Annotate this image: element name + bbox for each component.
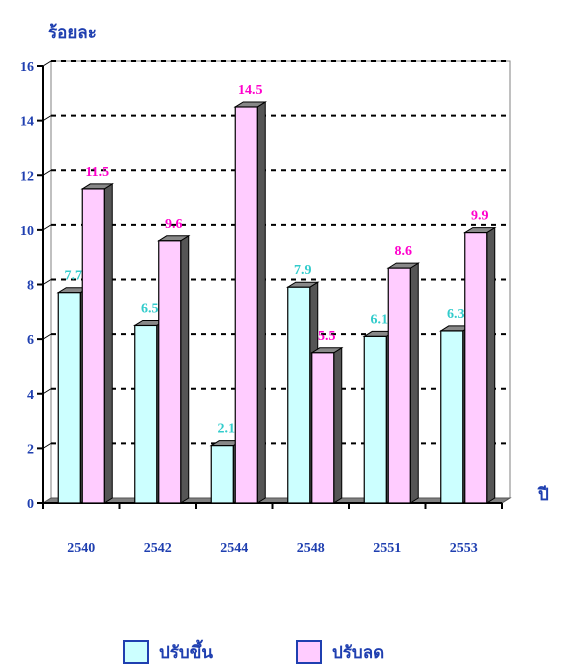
legend: ปรับขึ้น ปรับลด [0, 638, 566, 668]
x-axis-label: ปี [537, 484, 549, 505]
gridline-diag [42, 115, 52, 122]
data-label: 2.1 [218, 422, 236, 437]
bar-decrease [158, 240, 182, 504]
data-label: 6.5 [141, 301, 159, 316]
x-tick-label: 2548 [297, 541, 325, 556]
data-label: 6.1 [371, 312, 389, 327]
y-tick-label: 6 [27, 333, 34, 348]
bar-decrease [464, 232, 488, 504]
gridline-diag [42, 169, 52, 176]
x-tick-label: 2553 [450, 541, 478, 556]
bar-side [180, 234, 190, 504]
bar-side [256, 101, 266, 504]
bar-side [409, 262, 419, 504]
y-axis-label: ร้อยละ [48, 23, 97, 43]
y-tick-label: 2 [27, 442, 34, 457]
gridline-diag [42, 442, 52, 449]
bar-decrease [81, 188, 105, 504]
bar-side [103, 183, 113, 504]
legend-label-decrease: ปรับลด [332, 642, 385, 663]
bar-increase [287, 286, 311, 504]
gridline-diag [42, 60, 52, 67]
x-tick-label: 2551 [373, 541, 401, 556]
bar-increase [440, 330, 464, 504]
data-label: 9.6 [165, 217, 183, 232]
legend-item-decrease: ปรับลด [296, 638, 384, 666]
x-tick-label: 2540 [67, 541, 95, 556]
y-tick-label: 8 [27, 279, 34, 294]
y-tick-label: 4 [27, 388, 34, 403]
data-label: 5.5 [318, 329, 336, 344]
data-label: 7.7 [65, 269, 83, 284]
y-tick-label: 14 [20, 115, 34, 130]
bar-increase [210, 445, 234, 504]
x-tick-label: 2542 [144, 541, 172, 556]
legend-label-increase: ปรับขึ้น [159, 642, 213, 663]
gridline-diag [42, 279, 52, 285]
bar-decrease [387, 267, 411, 504]
gridline-diag [42, 388, 52, 395]
y-tick-label: 12 [20, 169, 34, 184]
bar-chart: ร้อยละ ปี 0 2 4 6 8 10 12 14 16 2540 7.7 11.5 2542 6.… [20, 23, 549, 556]
data-label: 14.5 [238, 83, 263, 98]
gridline-diag [42, 224, 52, 231]
y-tick-label: 0 [27, 497, 34, 512]
data-label: 6.3 [447, 307, 465, 322]
y-tick-label: 10 [20, 224, 34, 239]
x-tick-label: 2544 [220, 541, 248, 556]
bar-decrease [311, 352, 335, 504]
legend-swatch-increase [123, 640, 149, 664]
bar-increase [363, 335, 387, 504]
y-tick-label: 16 [20, 60, 34, 75]
legend-item-increase: ปรับขึ้น [123, 638, 213, 666]
bar-side [486, 226, 496, 504]
data-label: 7.9 [294, 263, 312, 278]
bar-increase [134, 324, 158, 504]
plot-area: 0 2 4 6 8 10 12 14 16 2540 7.7 11.5 2542 6.5 9.6 2544 2.… [20, 60, 512, 556]
legend-swatch-decrease [296, 640, 322, 664]
data-label: 8.6 [395, 244, 413, 259]
gridline-diag [42, 333, 52, 340]
bar-side [333, 346, 343, 504]
data-label: 9.9 [471, 209, 489, 224]
bar-increase [57, 292, 81, 504]
bar-decrease [234, 106, 258, 504]
data-label: 11.5 [85, 165, 109, 180]
